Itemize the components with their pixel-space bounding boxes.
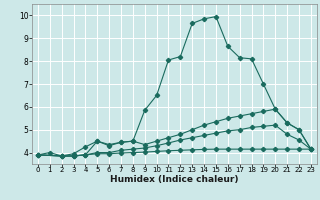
X-axis label: Humidex (Indice chaleur): Humidex (Indice chaleur) <box>110 175 239 184</box>
